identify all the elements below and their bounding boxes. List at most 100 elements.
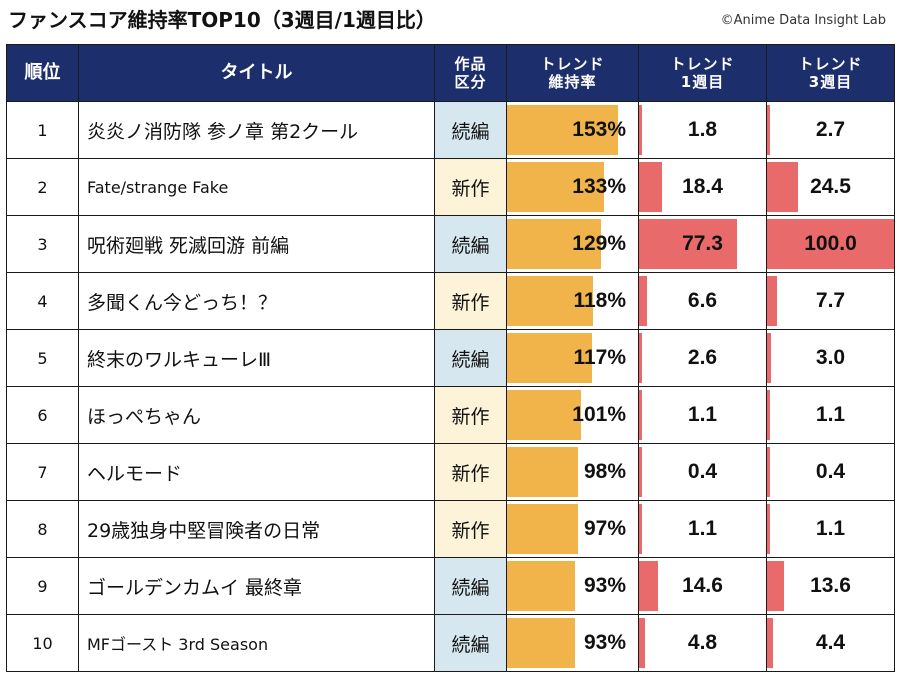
title-cell: ゴールデンカムイ 最終章 [78, 557, 435, 615]
week3-cell: 2.7 [766, 101, 895, 159]
week3-bar [767, 219, 894, 269]
week3-cell: 7.7 [766, 272, 895, 330]
week3-value: 13.6 [810, 574, 851, 597]
retention-value: 153% [572, 118, 626, 141]
retention-bar [507, 105, 619, 155]
retention-cell: 117% [506, 329, 639, 387]
week3-value: 4.4 [815, 631, 846, 654]
header-category-line2: 区分 [454, 73, 487, 91]
week3-value: 24.5 [810, 175, 851, 198]
header-rank: 順位 [6, 44, 79, 102]
retention-cell: 93% [506, 614, 639, 672]
rank-cell: 4 [6, 272, 79, 330]
category-cell: 新作 [434, 158, 507, 216]
retention-value: 117% [573, 346, 626, 369]
table-row: 3 呪術廻戦 死滅回游 前編 続編 129% 77.3 100.0 [6, 215, 895, 273]
title-cell: 炎炎ノ消防隊 参ノ章 第2クール [78, 101, 435, 159]
retention-bar [507, 447, 579, 497]
week3-bar [767, 105, 771, 155]
category-cell: 続編 [434, 101, 507, 159]
week1-bar [639, 561, 658, 611]
title-cell: 29歳独身中堅冒険者の日常 [78, 500, 435, 558]
rank-cell: 3 [6, 215, 79, 273]
header-week1: トレンド 1週目 [638, 44, 767, 102]
table-row: 5 終末のワルキューレⅢ 続編 117% 2.6 3.0 [6, 329, 895, 387]
rank-cell: 2 [6, 158, 79, 216]
week3-bar [767, 162, 799, 212]
retention-bar [507, 504, 578, 554]
table-row: 2 Fate/strange Fake 新作 133% 18.4 24.5 [6, 158, 895, 216]
week1-value: 18.4 [682, 175, 723, 198]
retention-cell: 118% [506, 272, 639, 330]
category-cell: 新作 [434, 386, 507, 444]
week1-value: 4.8 [687, 631, 718, 654]
week3-value: 100.0 [804, 232, 857, 255]
rank-cell: 6 [6, 386, 79, 444]
title-cell: 多聞くん今どっち！？ [78, 272, 435, 330]
category-cell: 新作 [434, 500, 507, 558]
ranking-table: 順位 タイトル 作品 区分 トレンド 維持率 トレンド 1週目 トレンド 3週目… [6, 44, 895, 672]
rank-cell: 9 [6, 557, 79, 615]
category-cell: 続編 [434, 614, 507, 672]
table-row: 7 ヘルモード 新作 98% 0.4 0.4 [6, 443, 895, 501]
week3-bar [767, 333, 771, 383]
week1-value: 1.1 [687, 517, 718, 540]
week1-cell: 1.1 [638, 386, 767, 444]
retention-bar [507, 162, 604, 212]
week3-bar [767, 447, 771, 497]
header-week3: トレンド 3週目 [766, 44, 895, 102]
week1-bar [639, 105, 643, 155]
week3-value: 1.1 [815, 517, 846, 540]
week1-bar [639, 219, 738, 269]
retention-bar [507, 333, 593, 383]
header-row: 順位 タイトル 作品 区分 トレンド 維持率 トレンド 1週目 トレンド 3週目 [6, 44, 895, 102]
rank-cell: 8 [6, 500, 79, 558]
week1-value: 77.3 [682, 232, 723, 255]
week1-value: 14.6 [682, 574, 723, 597]
week3-cell: 1.1 [766, 500, 895, 558]
week1-bar [639, 504, 643, 554]
table-row: 10 MFゴースト 3rd Season 続編 93% 4.8 4.4 [6, 614, 895, 672]
week1-bar [639, 390, 643, 440]
retention-bar [507, 219, 601, 269]
week1-cell: 6.6 [638, 272, 767, 330]
retention-bar [507, 390, 581, 440]
week3-bar [767, 618, 773, 668]
week1-bar [639, 162, 663, 212]
week1-value: 0.4 [687, 460, 718, 483]
week3-cell: 4.4 [766, 614, 895, 672]
week3-cell: 1.1 [766, 386, 895, 444]
retention-value: 129% [572, 232, 626, 255]
week3-bar [767, 390, 771, 440]
week3-cell: 100.0 [766, 215, 895, 273]
week1-cell: 77.3 [638, 215, 767, 273]
retention-cell: 97% [506, 500, 639, 558]
title-cell: ヘルモード [78, 443, 435, 501]
week1-cell: 4.8 [638, 614, 767, 672]
week1-cell: 2.6 [638, 329, 767, 387]
header-week3-line2: 3週目 [808, 73, 853, 91]
retention-cell: 101% [506, 386, 639, 444]
table-row: 6 ほっぺちゃん 新作 101% 1.1 1.1 [6, 386, 895, 444]
header-category-line1: 作品 [454, 55, 487, 73]
week3-bar [767, 504, 771, 554]
title-cell: Fate/strange Fake [78, 158, 435, 216]
category-cell: 新作 [434, 272, 507, 330]
week3-value: 2.7 [815, 118, 846, 141]
title-cell: MFゴースト 3rd Season [78, 614, 435, 672]
retention-cell: 93% [506, 557, 639, 615]
title-cell: ほっぺちゃん [78, 386, 435, 444]
week1-value: 6.6 [687, 289, 718, 312]
week1-value: 2.6 [687, 346, 718, 369]
week1-cell: 18.4 [638, 158, 767, 216]
week3-cell: 0.4 [766, 443, 895, 501]
retention-cell: 153% [506, 101, 639, 159]
header-retention-line1: トレンド [540, 55, 605, 73]
week1-cell: 14.6 [638, 557, 767, 615]
week1-cell: 0.4 [638, 443, 767, 501]
table-row: 8 29歳独身中堅冒険者の日常 新作 97% 1.1 1.1 [6, 500, 895, 558]
category-cell: 続編 [434, 557, 507, 615]
table-body: 1 炎炎ノ消防隊 参ノ章 第2クール 続編 153% 1.8 2.7 2 Fate/stran… [6, 101, 895, 672]
week1-bar [639, 618, 646, 668]
header-week1-line2: 1週目 [680, 73, 725, 91]
